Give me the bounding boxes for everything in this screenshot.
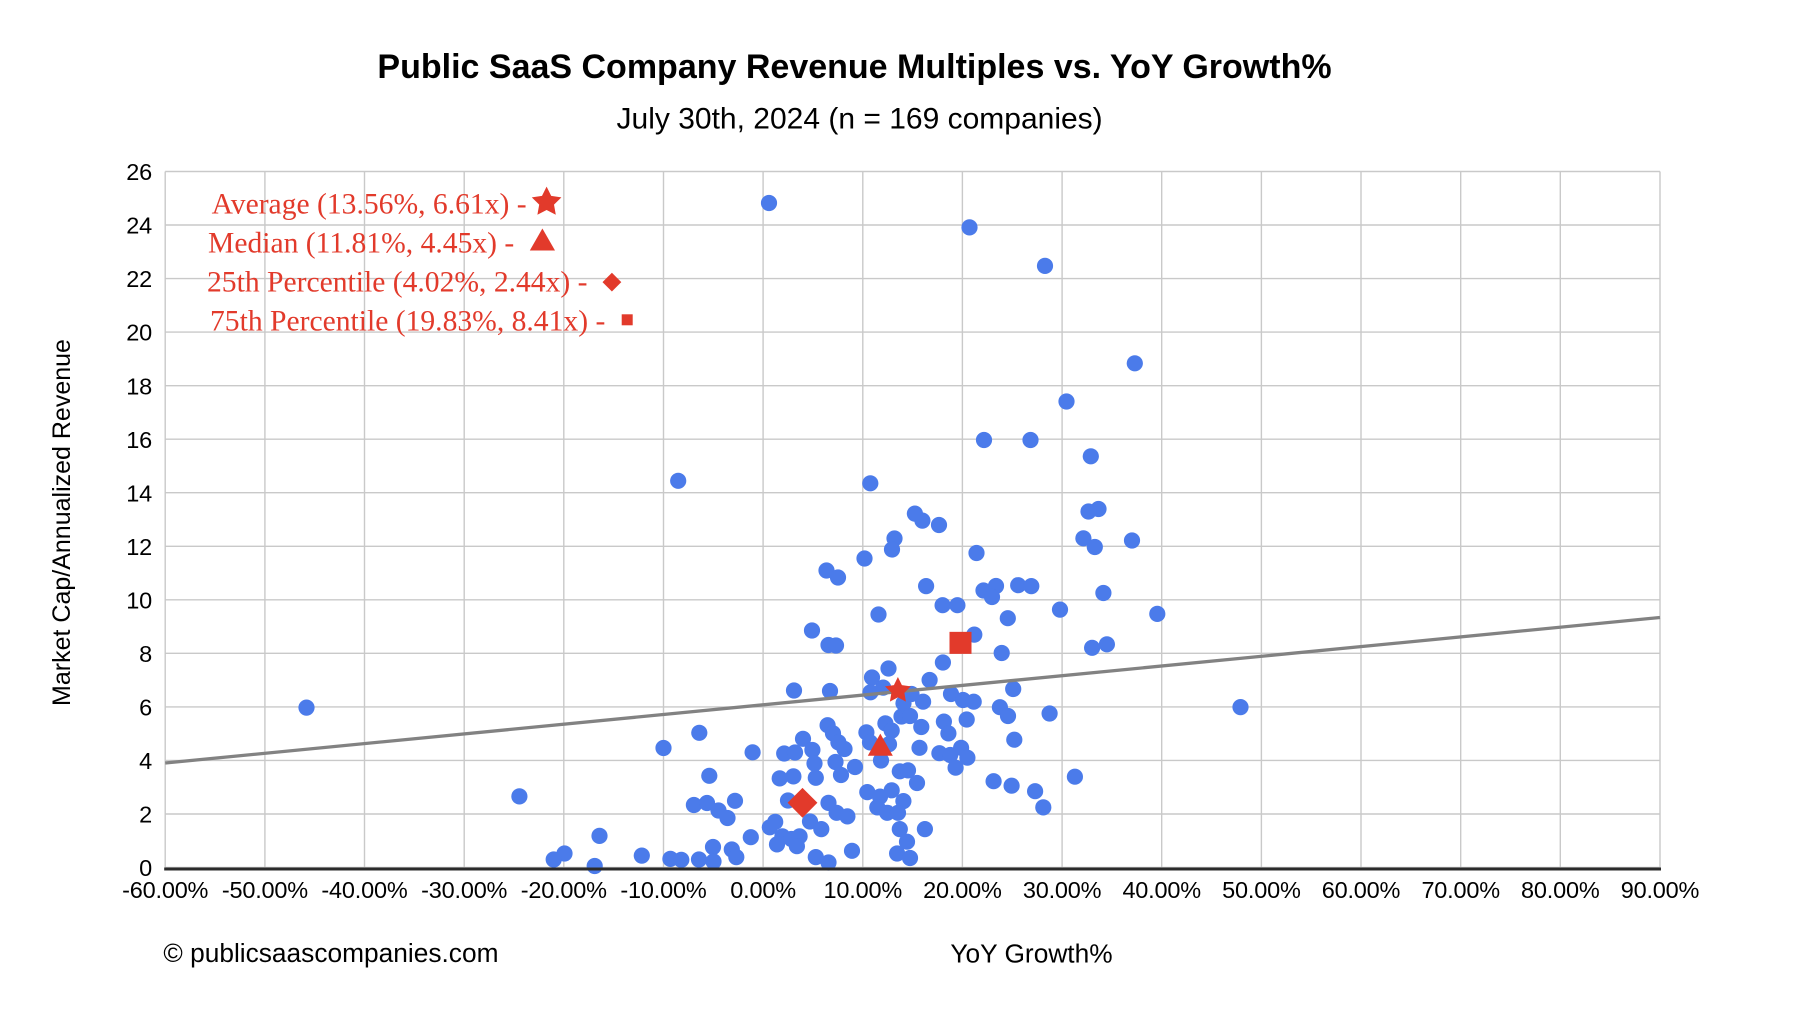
svg-text:70.00%: 70.00% [1421, 877, 1500, 903]
svg-text:50.00%: 50.00% [1222, 877, 1301, 903]
svg-text:-50.00%: -50.00% [222, 877, 308, 903]
svg-text:Median (11.81%, 4.45x) -: Median (11.81%, 4.45x) - [208, 228, 514, 260]
svg-text:0.00%: 0.00% [730, 877, 796, 903]
svg-text:10: 10 [126, 587, 152, 613]
svg-text:18: 18 [126, 373, 152, 399]
svg-text:16: 16 [126, 427, 152, 453]
svg-text:Public SaaS Company Revenue Mu: Public SaaS Company Revenue Multiples vs… [377, 48, 1331, 86]
svg-text:0: 0 [139, 855, 152, 881]
svg-text:40.00%: 40.00% [1122, 877, 1201, 903]
svg-text:8: 8 [139, 641, 152, 667]
svg-text:75th Percentile (19.83%, 8.41x: 75th Percentile (19.83%, 8.41x) - [210, 306, 605, 338]
svg-text:10.00%: 10.00% [824, 877, 903, 903]
svg-text:4: 4 [139, 748, 152, 774]
svg-text:22: 22 [126, 266, 152, 292]
svg-text:60.00%: 60.00% [1322, 877, 1401, 903]
svg-text:12: 12 [126, 534, 152, 560]
svg-text:Market Cap/Annualized Revenue: Market Cap/Annualized Revenue [48, 339, 76, 706]
svg-text:26: 26 [126, 159, 152, 185]
svg-text:24: 24 [126, 213, 152, 239]
svg-text:YoY Growth%: YoY Growth% [950, 939, 1112, 969]
svg-text:20: 20 [126, 320, 152, 346]
svg-text:-10.00%: -10.00% [620, 877, 706, 903]
svg-text:14: 14 [126, 480, 152, 506]
svg-text:30.00%: 30.00% [1023, 877, 1102, 903]
svg-text:-30.00%: -30.00% [421, 877, 507, 903]
svg-text:-60.00%: -60.00% [122, 877, 208, 903]
svg-text:80.00%: 80.00% [1521, 877, 1600, 903]
svg-text:6: 6 [139, 695, 152, 721]
svg-text:-20.00%: -20.00% [521, 877, 607, 903]
svg-text:Average (13.56%, 6.61x) -: Average (13.56%, 6.61x) - [212, 189, 527, 221]
svg-text:© publicsaascompanies.com: © publicsaascompanies.com [163, 938, 498, 968]
svg-text:25th Percentile (4.02%, 2.44x): 25th Percentile (4.02%, 2.44x) - [207, 267, 588, 299]
svg-text:-40.00%: -40.00% [321, 877, 407, 903]
svg-text:2: 2 [139, 802, 152, 828]
svg-text:July 30th, 2024 (n = 169 compa: July 30th, 2024 (n = 169 companies) [617, 103, 1103, 136]
svg-text:90.00%: 90.00% [1621, 877, 1700, 903]
svg-text:20.00%: 20.00% [923, 877, 1002, 903]
